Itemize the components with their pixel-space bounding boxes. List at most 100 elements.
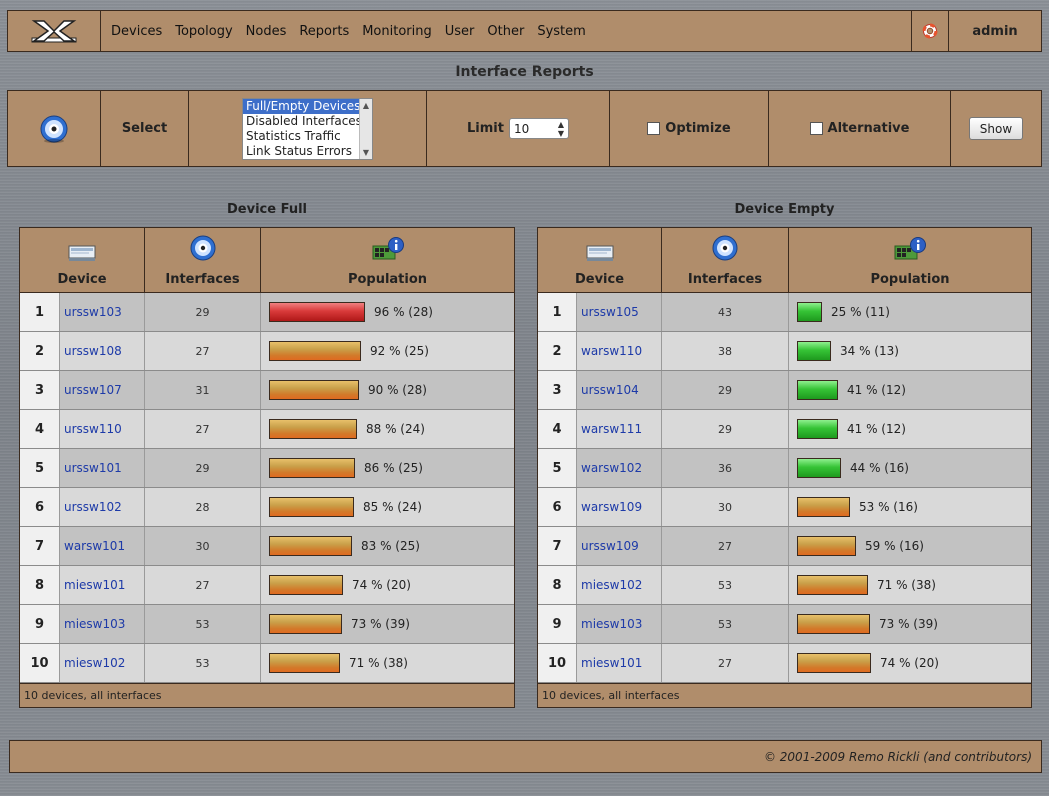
device-link[interactable]: miesw101 bbox=[577, 644, 662, 682]
interface-count: 27 bbox=[662, 644, 789, 682]
device-icon bbox=[67, 240, 97, 266]
table-row: 7 warsw101 30 83 % (25) bbox=[20, 527, 514, 566]
report-option[interactable]: Statistics Traffic bbox=[246, 128, 341, 143]
interface-icon bbox=[711, 234, 739, 266]
row-number: 10 bbox=[20, 644, 60, 682]
menu-monitoring[interactable]: Monitoring bbox=[362, 23, 432, 39]
interfaces-column-header[interactable]: Interfaces bbox=[662, 228, 789, 292]
limit-select[interactable]: 10 ▲ ▼ bbox=[508, 118, 569, 139]
device-link[interactable]: urssw105 bbox=[577, 293, 662, 331]
interface-count: 29 bbox=[662, 371, 789, 409]
menu-devices[interactable]: Devices bbox=[111, 23, 163, 39]
row-number: 2 bbox=[538, 332, 577, 370]
table-row: 2 urssw108 27 92 % (25) bbox=[20, 332, 514, 371]
device-link[interactable]: warsw110 bbox=[577, 332, 662, 370]
network-info-icon bbox=[372, 236, 404, 266]
population-bar bbox=[269, 497, 354, 517]
population-cell: 88 % (24) bbox=[261, 410, 514, 448]
network-info-icon bbox=[894, 236, 926, 266]
population-cell: 96 % (28) bbox=[261, 293, 514, 331]
population-label: 73 % (39) bbox=[351, 617, 410, 631]
report-option[interactable]: Full/Empty Devices bbox=[243, 98, 372, 114]
menu-system[interactable]: System bbox=[537, 23, 586, 39]
interfaces-column-header[interactable]: Interfaces bbox=[145, 228, 261, 292]
device-link[interactable]: miesw103 bbox=[577, 605, 662, 643]
user-menu[interactable]: admin bbox=[948, 11, 1041, 51]
menu-other[interactable]: Other bbox=[487, 23, 525, 39]
table-row: 1 urssw103 29 96 % (28) bbox=[20, 293, 514, 332]
device-column-header[interactable]: Device bbox=[538, 228, 662, 292]
population-bar bbox=[797, 341, 831, 361]
population-cell: 59 % (16) bbox=[789, 527, 1031, 565]
population-label: 59 % (16) bbox=[865, 539, 924, 553]
report-option[interactable]: Disabled Interfaces bbox=[246, 113, 362, 128]
population-cell: 73 % (39) bbox=[261, 605, 514, 643]
population-cell: 71 % (38) bbox=[789, 566, 1031, 604]
alternative-checkbox[interactable] bbox=[809, 122, 823, 135]
device-link[interactable]: miesw102 bbox=[577, 566, 662, 604]
top-navigation: Devices Topology Nodes Reports Monitorin… bbox=[7, 10, 1042, 52]
population-cell: 71 % (38) bbox=[261, 644, 514, 682]
select-label: Select bbox=[101, 91, 189, 166]
menu-user[interactable]: User bbox=[444, 23, 475, 39]
device-link[interactable]: warsw109 bbox=[577, 488, 662, 526]
device-link[interactable]: urssw103 bbox=[60, 293, 145, 331]
device-link[interactable]: urssw107 bbox=[60, 371, 145, 409]
device-column-header[interactable]: Device bbox=[20, 228, 145, 292]
scroll-up-icon[interactable]: ▲ bbox=[362, 100, 370, 110]
device-link[interactable]: warsw101 bbox=[60, 527, 145, 565]
row-number: 9 bbox=[20, 605, 60, 643]
logo-icon[interactable] bbox=[8, 11, 101, 51]
population-cell: 92 % (25) bbox=[261, 332, 514, 370]
table-row: 6 warsw109 30 53 % (16) bbox=[538, 488, 1031, 527]
report-option[interactable]: Link Status Errors bbox=[246, 143, 352, 158]
device-link[interactable]: urssw104 bbox=[577, 371, 662, 409]
population-cell: 86 % (25) bbox=[261, 449, 514, 487]
table-row: 3 urssw104 29 41 % (12) bbox=[538, 371, 1031, 410]
device-link[interactable]: miesw101 bbox=[60, 566, 145, 604]
device-link[interactable]: urssw108 bbox=[60, 332, 145, 370]
population-bar bbox=[797, 575, 868, 595]
device-link[interactable]: urssw101 bbox=[60, 449, 145, 487]
table-row: 9 miesw103 53 73 % (39) bbox=[20, 605, 514, 644]
footer-copyright: © 2001-2009 Remo Rickli (and contributor… bbox=[9, 740, 1042, 773]
population-bar bbox=[797, 302, 822, 322]
menu-topology[interactable]: Topology bbox=[175, 23, 233, 39]
scroll-down-icon[interactable]: ▼ bbox=[362, 147, 370, 157]
table-footer: 10 devices, all interfaces bbox=[538, 683, 1031, 707]
interface-count: 27 bbox=[145, 332, 261, 370]
lifebuoy-icon[interactable] bbox=[911, 11, 948, 51]
device-link[interactable]: urssw109 bbox=[577, 527, 662, 565]
menu-reports[interactable]: Reports bbox=[299, 23, 350, 39]
optimize-checkbox[interactable] bbox=[647, 122, 661, 135]
interface-count: 36 bbox=[662, 449, 789, 487]
listbox-scrollbar[interactable]: ▲ ▼ bbox=[359, 98, 372, 159]
interface-count: 30 bbox=[662, 488, 789, 526]
population-bar bbox=[269, 302, 365, 322]
device-link[interactable]: warsw111 bbox=[577, 410, 662, 448]
population-bar bbox=[797, 614, 870, 634]
device-header-label: Device bbox=[57, 272, 107, 287]
optimize-label: Optimize bbox=[665, 121, 731, 136]
table-header: Device Interfaces Population bbox=[20, 228, 514, 293]
interface-count: 53 bbox=[662, 566, 789, 604]
population-column-header[interactable]: Population bbox=[789, 228, 1031, 292]
alternative-label: Alternative bbox=[827, 121, 910, 136]
menu-nodes[interactable]: Nodes bbox=[245, 23, 287, 39]
population-bar bbox=[269, 614, 342, 634]
device-link[interactable]: miesw102 bbox=[60, 644, 145, 682]
report-type-listbox[interactable]: Full/Empty Devices Disabled Interfaces S… bbox=[242, 97, 373, 160]
device-link[interactable]: urssw102 bbox=[60, 488, 145, 526]
show-button[interactable]: Show bbox=[969, 117, 1023, 140]
interface-count: 29 bbox=[145, 293, 261, 331]
table-header: Device Interfaces Population bbox=[538, 228, 1031, 293]
population-bar bbox=[269, 380, 359, 400]
row-number: 8 bbox=[538, 566, 577, 604]
population-bar bbox=[269, 575, 343, 595]
device-link[interactable]: warsw102 bbox=[577, 449, 662, 487]
device-link[interactable]: urssw110 bbox=[60, 410, 145, 448]
row-number: 5 bbox=[538, 449, 577, 487]
optimize-cell: Optimize bbox=[610, 91, 769, 166]
population-column-header[interactable]: Population bbox=[261, 228, 514, 292]
device-link[interactable]: miesw103 bbox=[60, 605, 145, 643]
